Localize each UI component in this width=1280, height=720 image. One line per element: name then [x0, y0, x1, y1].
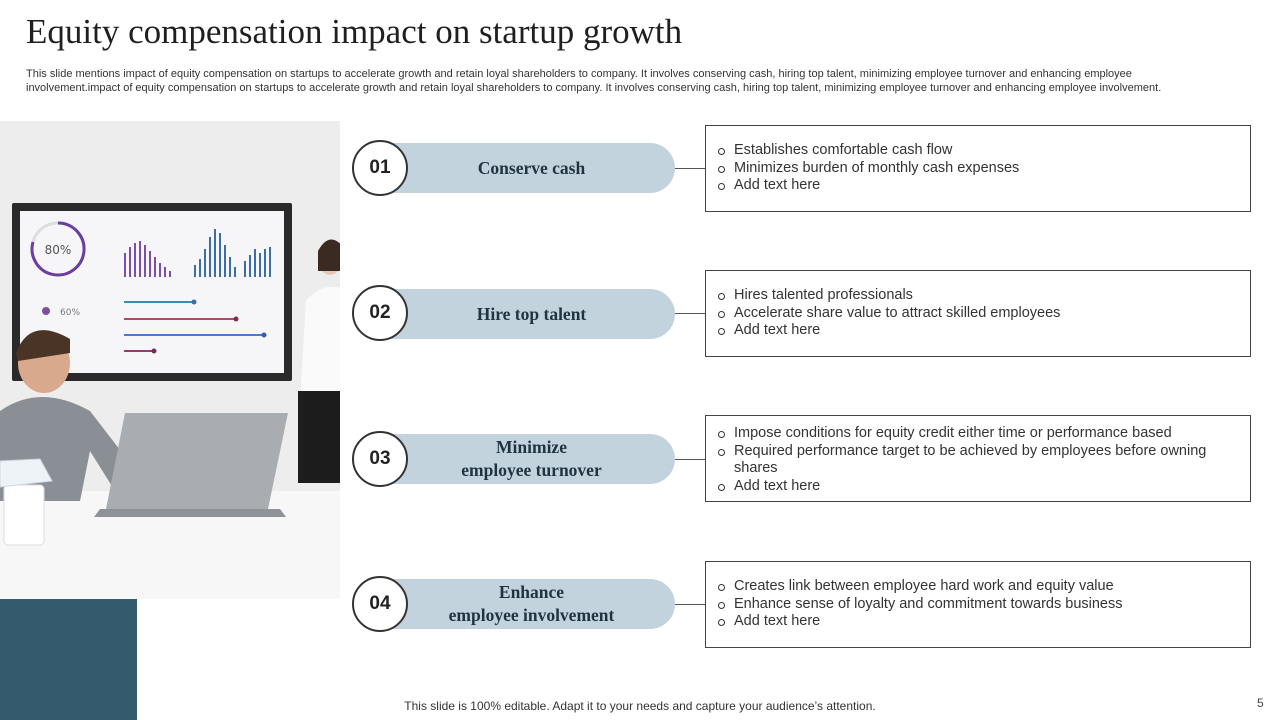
- bullet-item: Establishes comfortable cash flow: [716, 142, 1230, 160]
- office-photo: 80% 60%: [0, 121, 340, 599]
- bullet-box: Impose conditions for equity credit eith…: [705, 415, 1251, 502]
- step-label-pill: Hire top talent: [378, 289, 675, 339]
- connector-line: [675, 604, 705, 605]
- bullet-item: Enhance sense of loyalty and commitment …: [716, 596, 1230, 614]
- step-number-circle: 03: [352, 431, 408, 487]
- step-number-circle: 04: [352, 576, 408, 632]
- step-label-pill: Enhance employee involvement: [378, 579, 675, 629]
- bullet-item: Add text here: [716, 478, 1230, 496]
- accent-block: [0, 599, 137, 720]
- connector-line: [675, 459, 705, 460]
- slide-subtitle: This slide mentions impact of equity com…: [26, 68, 1162, 94]
- page-number: 5: [1257, 696, 1264, 710]
- bullet-box: Creates link between employee hard work …: [705, 561, 1251, 648]
- step-label-pill: Minimize employee turnover: [378, 434, 675, 484]
- step-label: Hire top talent: [476, 303, 587, 324]
- footer-note: This slide is 100% editable. Adapt it to…: [404, 699, 876, 713]
- step-number-circle: 01: [352, 140, 408, 196]
- connector-line: [675, 168, 705, 169]
- step-label: Enhance employee involvement: [448, 582, 615, 625]
- gauge-value: 80%: [45, 243, 72, 257]
- bullet-item: Hires talented professionals: [716, 287, 1230, 305]
- step-label: Conserve cash: [477, 157, 586, 178]
- bullet-item: Required performance target to be achiev…: [716, 443, 1230, 478]
- bullet-item: Creates link between employee hard work …: [716, 578, 1230, 596]
- step-label: Minimize employee turnover: [461, 437, 602, 480]
- bullet-box: Hires talented professionals Accelerate …: [705, 270, 1251, 357]
- bullet-item: Add text here: [716, 177, 1230, 195]
- bullet-item: Add text here: [716, 613, 1230, 631]
- legend-value: 60%: [60, 308, 80, 318]
- bullet-item: Impose conditions for equity credit eith…: [716, 425, 1230, 443]
- bullet-item: Accelerate share value to attract skille…: [716, 305, 1230, 323]
- bullet-box: Establishes comfortable cash flow Minimi…: [705, 125, 1251, 212]
- bullet-item: Add text here: [716, 322, 1230, 340]
- step-number-circle: 02: [352, 285, 408, 341]
- bullet-item: Minimizes burden of monthly cash expense…: [716, 160, 1230, 178]
- step-label-pill: Conserve cash: [378, 143, 675, 193]
- connector-line: [675, 313, 705, 314]
- slide-title: Equity compensation impact on startup gr…: [26, 12, 683, 51]
